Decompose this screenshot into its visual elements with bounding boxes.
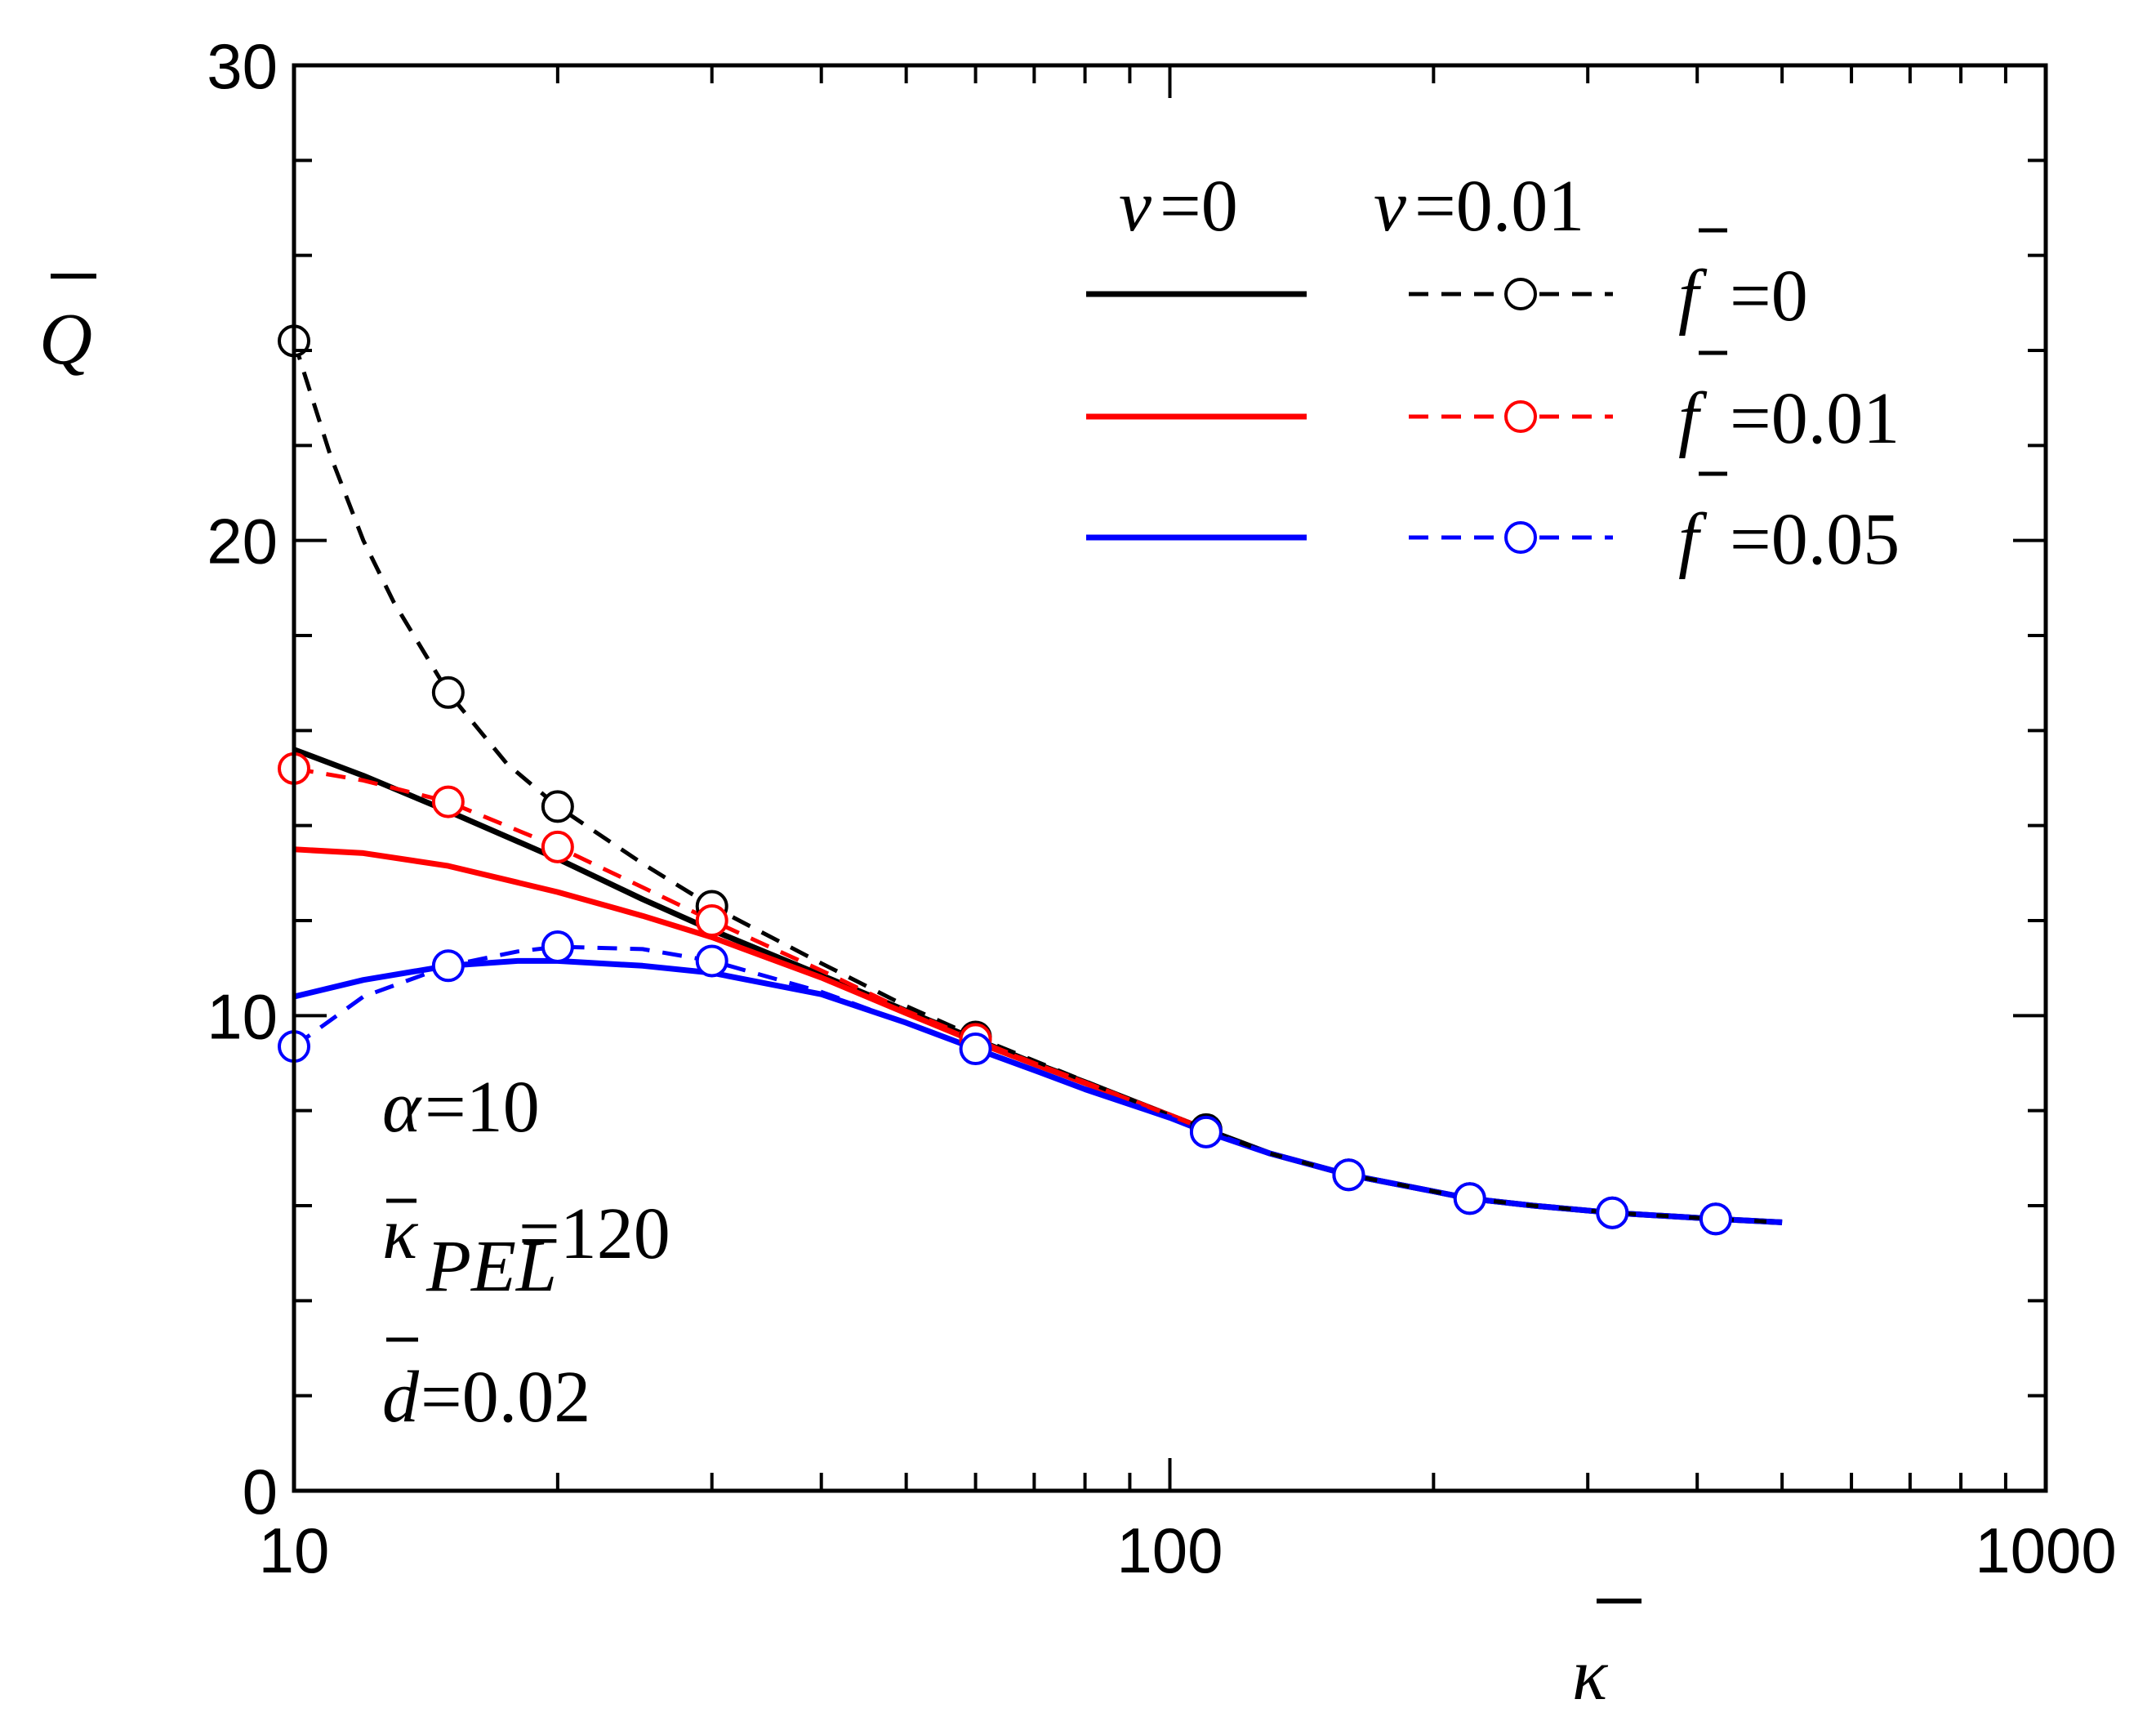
series-marker xyxy=(1596,1196,1629,1229)
legend: ν =0 ν =0.01 f =0 f =0.01 f =0.05 xyxy=(1086,166,1900,580)
series-line xyxy=(294,747,1783,1225)
series-layer xyxy=(294,340,1783,1225)
legend-f-value: =0.01 xyxy=(1730,378,1900,459)
legend-f-symbol: f xyxy=(1678,256,1708,337)
legend-f-symbol: f xyxy=(1678,499,1708,580)
y-tick-label: 0 xyxy=(243,1456,278,1528)
legend-header-solid-value: =0 xyxy=(1160,166,1238,247)
annotation-kappa-subscript: PEL xyxy=(425,1226,557,1307)
legend-header-dashed-value: =0.01 xyxy=(1414,166,1584,247)
annotation-alpha-value: =10 xyxy=(425,1067,540,1148)
y-tick-label: 30 xyxy=(207,30,278,102)
x-tick-label: 100 xyxy=(1116,1514,1223,1586)
y-axis-label: Q xyxy=(39,299,92,380)
series-marker xyxy=(695,904,728,937)
legend-f-symbol: f xyxy=(1678,378,1708,459)
annotations: α =10 κ PEL =120 d =0.02 xyxy=(382,1067,670,1438)
annotation-kappa-value: =120 xyxy=(519,1193,670,1274)
x-tick-label: 1000 xyxy=(1975,1514,2117,1586)
series-marker xyxy=(541,790,574,823)
series-marker xyxy=(1332,1158,1365,1192)
series-marker xyxy=(1453,1182,1486,1215)
series-marker xyxy=(541,930,574,963)
series-line xyxy=(294,766,1207,1132)
series-line xyxy=(294,944,1783,1224)
y-axis-title: Q xyxy=(39,274,96,380)
annotation-kappa-symbol: κ xyxy=(382,1193,419,1274)
legend-header-solid-symbol: ν xyxy=(1119,166,1152,247)
ticks-layer xyxy=(294,65,2046,1491)
legend-f-value: =0.05 xyxy=(1730,499,1900,580)
annotation-d-symbol: d xyxy=(382,1357,420,1438)
series-marker xyxy=(431,676,465,709)
annotation-d-value: =0.02 xyxy=(421,1357,590,1438)
y-tick-label: 10 xyxy=(207,980,278,1052)
annotation-alpha-symbol: α xyxy=(382,1067,422,1148)
y-tick-label: 20 xyxy=(207,506,278,578)
legend-marker xyxy=(1504,278,1537,310)
series-marker xyxy=(1189,1115,1223,1148)
series-marker xyxy=(1699,1202,1732,1236)
x-tick-label: 10 xyxy=(259,1514,330,1586)
legend-marker xyxy=(1504,521,1537,554)
legend-marker xyxy=(1504,400,1537,433)
legend-header-dashed-symbol: ν xyxy=(1374,166,1406,247)
series-marker xyxy=(431,785,465,818)
series-marker xyxy=(541,830,574,863)
x-axis-label: κ xyxy=(1572,1635,1609,1715)
series-marker xyxy=(959,1032,992,1066)
x-axis-title: κ xyxy=(1572,1599,1642,1715)
series-marker xyxy=(695,944,728,978)
series-marker xyxy=(431,949,465,983)
legend-f-value: =0 xyxy=(1730,256,1808,337)
